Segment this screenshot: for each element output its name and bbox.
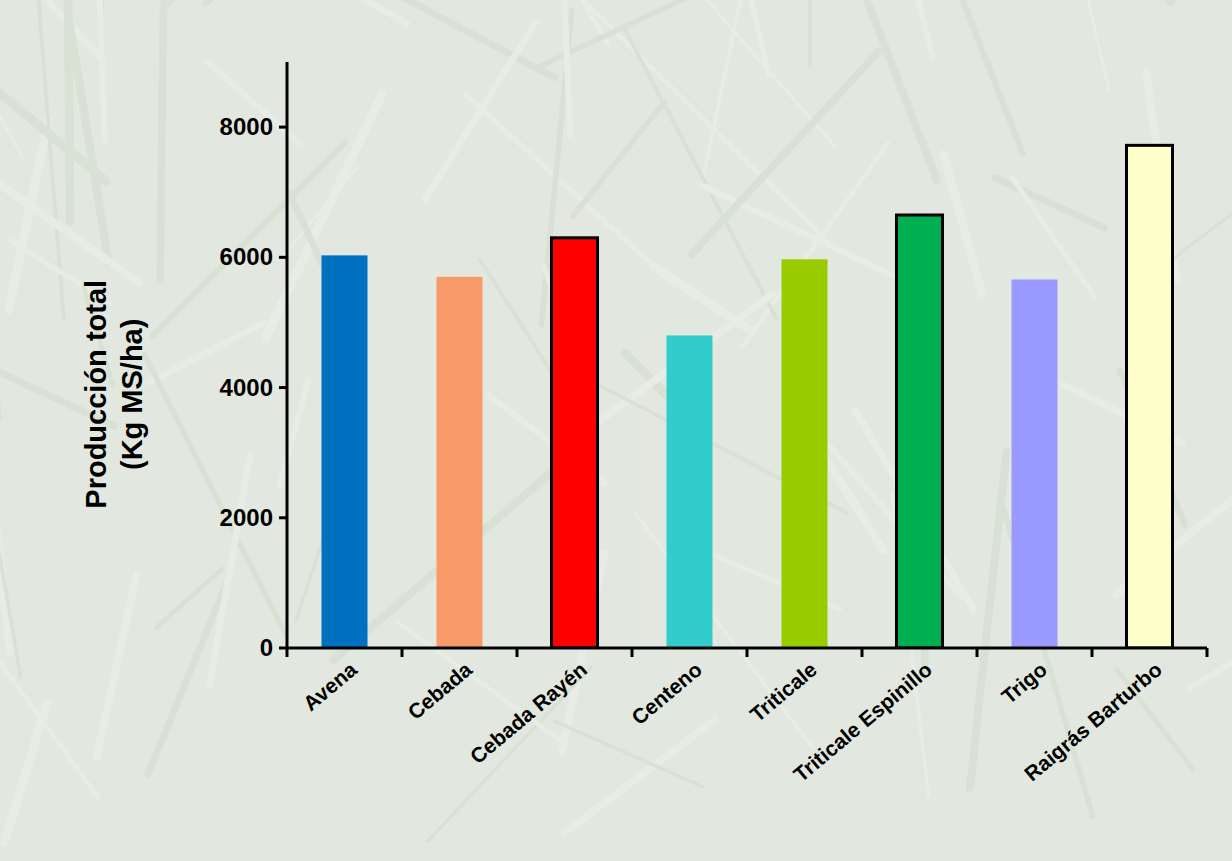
texture-stroke bbox=[1013, 179, 1095, 297]
x-tick-label: Triticale Espinillo bbox=[789, 657, 936, 786]
x-tick bbox=[861, 648, 864, 657]
x-tick bbox=[516, 648, 519, 657]
background bbox=[0, 0, 1232, 861]
y-axis-title: Producción total(Kg MS/ha) bbox=[80, 280, 148, 509]
texture-stroke bbox=[1078, 0, 1109, 90]
bar bbox=[552, 238, 598, 648]
texture-stroke bbox=[0, 547, 98, 798]
y-tick bbox=[279, 386, 287, 389]
y-tick-label: 6000 bbox=[220, 243, 273, 270]
texture-stroke bbox=[625, 30, 777, 319]
texture-stroke bbox=[702, 0, 754, 185]
texture-stroke bbox=[1190, 616, 1232, 687]
x-tick bbox=[286, 648, 289, 657]
texture-stroke bbox=[5, 704, 47, 842]
texture-stroke bbox=[279, 380, 308, 487]
x-tick bbox=[1206, 648, 1209, 657]
y-axis-title-line: Producción total bbox=[80, 280, 112, 509]
bar bbox=[437, 277, 483, 648]
texture-stroke bbox=[954, 0, 1023, 154]
bar bbox=[782, 259, 828, 648]
texture-stroke bbox=[1169, 108, 1232, 262]
y-tick-label: 0 bbox=[260, 634, 273, 661]
texture-stroke bbox=[165, 0, 336, 11]
texture-stroke bbox=[101, 0, 127, 18]
texture-stroke bbox=[0, 339, 1, 420]
texture-stroke bbox=[207, 61, 299, 143]
x-tick bbox=[401, 648, 404, 657]
texture-stroke bbox=[97, 574, 137, 757]
texture-stroke bbox=[0, 0, 22, 157]
bar bbox=[322, 255, 368, 648]
texture-stroke bbox=[0, 418, 21, 676]
texture-stroke bbox=[157, 569, 222, 627]
y-tick-label: 4000 bbox=[220, 374, 273, 401]
bar bbox=[897, 215, 943, 648]
bars bbox=[322, 145, 1173, 648]
texture-stroke bbox=[389, 0, 555, 78]
texture-stroke bbox=[206, 0, 454, 3]
y-tick bbox=[279, 256, 287, 259]
y-tick bbox=[279, 516, 287, 519]
texture-stroke bbox=[0, 0, 102, 59]
x-tick bbox=[1091, 648, 1094, 657]
y-tick-label: 2000 bbox=[220, 504, 273, 531]
texture-stroke bbox=[153, 142, 346, 336]
x-tick-label: Cebada bbox=[403, 657, 476, 724]
texture-stroke bbox=[995, 178, 1104, 228]
texture-stroke bbox=[504, 0, 608, 45]
texture-stroke bbox=[564, 0, 571, 135]
bar bbox=[1127, 145, 1173, 648]
x-tick-label: Centeno bbox=[627, 657, 706, 729]
texture-stroke bbox=[573, 102, 665, 216]
x-tick-label: Trigo bbox=[997, 657, 1051, 708]
texture-stroke bbox=[99, 0, 104, 140]
x-tick-label: Avena bbox=[299, 657, 362, 715]
texture-stroke bbox=[1101, 0, 1170, 2]
bar bbox=[1012, 279, 1058, 648]
texture-stroke bbox=[145, 355, 287, 637]
x-tick-label: Raigrás Barturbo bbox=[1020, 657, 1166, 785]
texture-stroke bbox=[692, 52, 878, 254]
x-tick bbox=[976, 648, 979, 657]
texture-stroke bbox=[808, 0, 812, 66]
texture-stroke bbox=[556, 722, 703, 787]
texture-stroke bbox=[398, 623, 567, 746]
texture-stroke bbox=[68, 3, 70, 221]
texture-stroke bbox=[589, 5, 828, 241]
bar bbox=[667, 335, 713, 648]
texture-stroke bbox=[148, 580, 227, 774]
y-axis-title-line: (Kg MS/ha) bbox=[116, 319, 148, 470]
texture-stroke bbox=[209, 455, 250, 685]
texture-stroke bbox=[895, 0, 932, 57]
x-tick bbox=[631, 648, 634, 657]
texture-stroke bbox=[0, 174, 139, 282]
background-texture bbox=[0, 0, 1232, 842]
texture-stroke bbox=[160, 3, 163, 280]
texture-stroke bbox=[841, 0, 936, 180]
y-axis bbox=[286, 62, 289, 648]
x-tick-label: Cebada Rayén bbox=[465, 657, 591, 768]
texture-stroke bbox=[68, 12, 109, 263]
y-tick bbox=[279, 126, 287, 129]
texture-stroke bbox=[744, 0, 769, 74]
chart: 0 2000 4000 6000 8000 Avena CebadaCebada Rayén… bbox=[0, 0, 1232, 861]
texture-stroke bbox=[943, 154, 981, 294]
x-tick-label: Triticale bbox=[745, 657, 821, 726]
texture-stroke bbox=[425, 23, 535, 199]
x-tick bbox=[746, 648, 749, 657]
y-tick-label: 8000 bbox=[220, 113, 273, 140]
